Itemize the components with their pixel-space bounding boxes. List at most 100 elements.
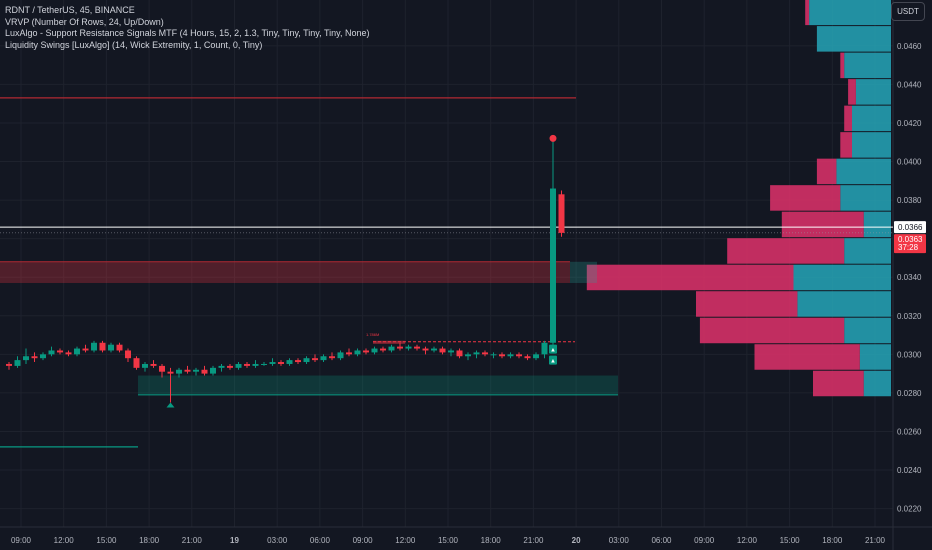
candle-up (74, 346, 80, 357)
candle-down (346, 348, 352, 357)
candle-down (184, 365, 191, 374)
indicator-vrvp[interactable]: VRVP (Number Of Rows, 24, Up/Down) (5, 16, 164, 27)
y-tick-label: 0.0280 (897, 389, 922, 398)
buy-signal-marker (549, 344, 557, 354)
candle-body (286, 360, 293, 364)
x-tick-label: 12:00 (395, 536, 416, 545)
candle-up (91, 340, 97, 353)
candle-body (99, 342, 106, 351)
candle-body (108, 344, 114, 351)
candle-down (227, 363, 233, 370)
volume-profile-down-bar (586, 264, 794, 291)
candle-up (108, 342, 114, 353)
candle-down (524, 354, 531, 361)
candle-down (295, 358, 301, 364)
y-tick-label: 0.0300 (897, 350, 922, 359)
candle-down (150, 360, 157, 368)
candle-body (150, 363, 157, 366)
y-tick-label: 0.0400 (897, 158, 922, 167)
candle-down (116, 342, 123, 353)
y-tick-label: 0.0420 (897, 119, 922, 128)
y-tick-label: 0.0440 (897, 80, 922, 89)
candle-body (142, 363, 148, 368)
candle-down (516, 352, 522, 359)
candle-body (431, 348, 437, 351)
symbol-title[interactable]: RDNT / TetherUS, 45, BINANCE (5, 5, 135, 15)
candle-up (431, 346, 437, 353)
candle-body (337, 352, 344, 359)
volume-profile-down-bar (754, 344, 860, 370)
candle-up (371, 346, 378, 355)
x-tick-label: 18:00 (139, 536, 160, 545)
candle-body (244, 363, 250, 366)
candle-body (329, 356, 335, 359)
candle-body (218, 365, 225, 368)
volume-profile-up-bar (863, 370, 891, 397)
chart-legend: RDNT / TetherUS, 45, BINANCE VRVP (Numbe… (5, 5, 370, 51)
candle-up (303, 356, 310, 364)
liquidity-swing-zone (373, 340, 405, 344)
candle-down (57, 348, 63, 355)
candle-up (14, 356, 21, 368)
candle-body (363, 350, 369, 353)
x-tick-label: 12:00 (737, 536, 758, 545)
volume-profile-down-bar (813, 370, 864, 397)
candle-body (473, 352, 480, 355)
candle-up (490, 352, 497, 359)
candle-up (261, 362, 267, 366)
candle-up (507, 352, 514, 359)
candle-body (516, 354, 522, 357)
candle-down (558, 190, 565, 237)
indicator-support-resistance[interactable]: LuxAlgo - Support Resistance Signals MTF… (5, 28, 370, 38)
candle-body (320, 356, 327, 361)
volume-profile-up-bar (793, 264, 891, 291)
candle-body (346, 352, 352, 355)
buy-signal-marker (549, 355, 557, 365)
candle-body (176, 369, 182, 374)
candle-body (184, 369, 191, 372)
candle-body (295, 360, 301, 363)
currency-button[interactable]: USDT (891, 2, 925, 21)
candle-body (439, 348, 446, 353)
x-tick-label: 09:00 (353, 536, 374, 545)
x-tick-label: 15:00 (96, 536, 117, 545)
volume-profile-up-bar (797, 291, 891, 317)
x-tick-label: 06:00 (651, 536, 672, 545)
candle-body (388, 346, 395, 351)
volume-profile-down-bar (840, 52, 845, 79)
candle-body (312, 358, 318, 361)
x-tick-label: 03:00 (609, 536, 630, 545)
volume-profile-down-bar (805, 0, 810, 26)
volume-profile-up-bar (859, 344, 891, 370)
indicator-liquidity-swings[interactable]: Liquidity Swings [LuxAlgo] (14, Wick Ext… (5, 39, 263, 50)
x-tick-label: 18:00 (481, 536, 502, 545)
x-tick-label: 18:00 (822, 536, 843, 545)
candle-body (405, 346, 412, 349)
candle-body (23, 356, 29, 361)
candle-down (414, 344, 420, 351)
resistance-zone-break (570, 261, 597, 283)
y-tick-label: 0.0260 (897, 427, 922, 436)
x-tick-label: 20 (572, 536, 581, 545)
candle-body (507, 354, 514, 357)
candle-up (252, 360, 259, 368)
candle-down (99, 340, 106, 353)
x-tick-label: 09:00 (694, 536, 715, 545)
candle-down (363, 348, 369, 355)
x-tick-label: 12:00 (54, 536, 75, 545)
y-tick-label: 0.0220 (897, 505, 922, 514)
volume-profile-up-bar (852, 132, 891, 158)
candle-body (414, 346, 420, 349)
x-tick-label: 21:00 (865, 536, 886, 545)
candle-body (278, 362, 284, 364)
liquidity-swing-label: 1.786M (366, 332, 379, 337)
candle-up (388, 344, 395, 353)
x-tick-label: 21:00 (523, 536, 544, 545)
candle-body (354, 350, 361, 355)
candle-body (57, 350, 63, 353)
candle-down (312, 354, 318, 363)
candle-body (269, 362, 276, 364)
candle-down (31, 352, 38, 363)
countdown-label: 37:28 (898, 243, 919, 252)
